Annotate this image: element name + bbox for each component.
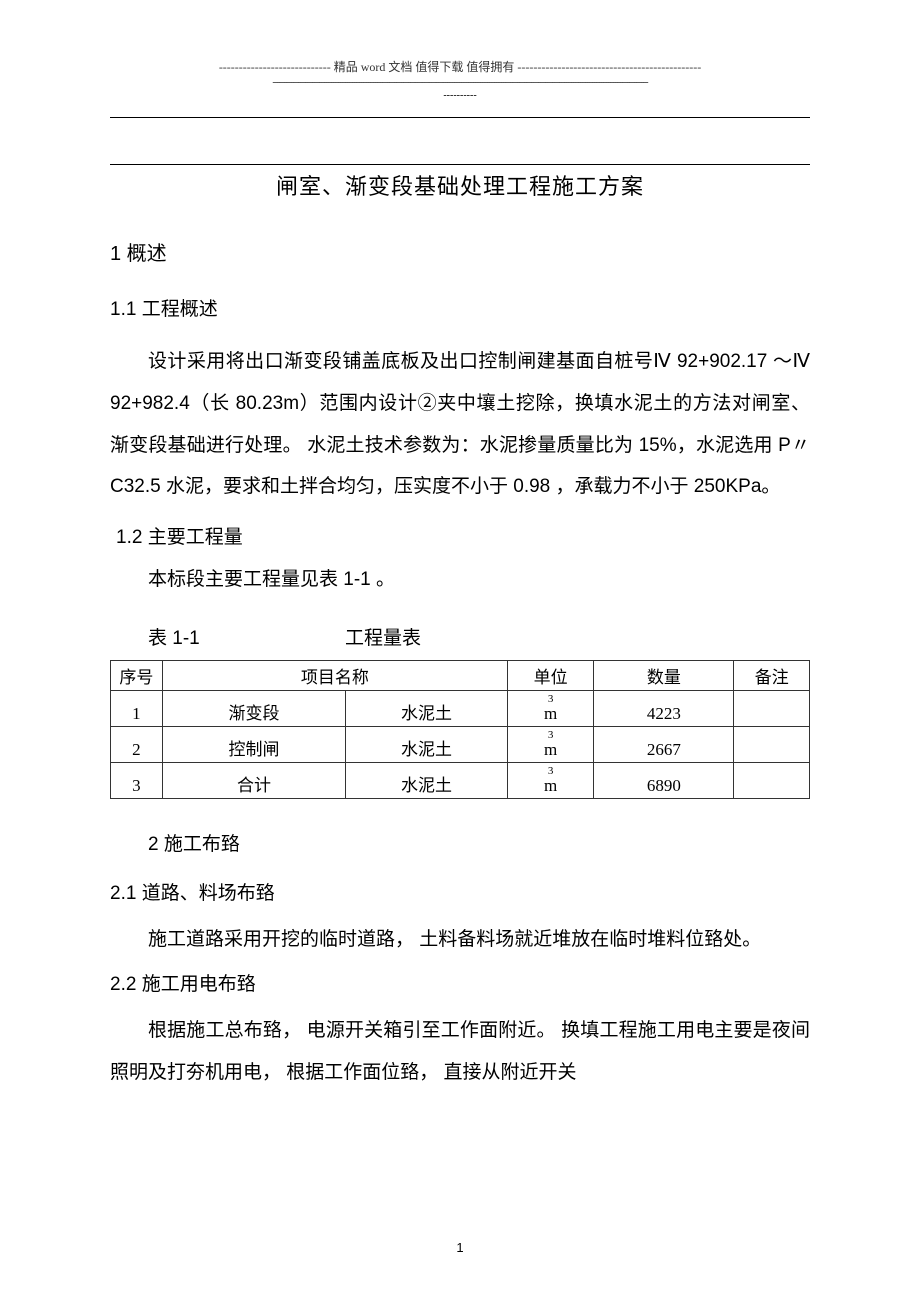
- para-1-2-intro: 本标段主要工程量见表 1-1 。: [110, 559, 810, 601]
- table-row: 2 控制闸 水泥土 3m 2667: [111, 726, 810, 762]
- cell-name2: 水泥土: [346, 762, 508, 798]
- cell-name1: 合计: [162, 762, 345, 798]
- table-caption-title: 工程量表: [345, 623, 421, 650]
- page-root: ---------------------------- 精品 word 文档 …: [0, 0, 920, 1133]
- unit-base: m: [544, 776, 557, 795]
- table-caption: 表 1-1 工程量表: [110, 623, 810, 650]
- th-unit: 单位: [507, 660, 593, 690]
- cell-unit: 3m: [507, 690, 593, 726]
- table-row: 3 合计 水泥土 3m 6890: [111, 762, 810, 798]
- cell-name2: 水泥土: [346, 690, 508, 726]
- cell-qty: 2667: [594, 726, 734, 762]
- unit-sup: 3: [548, 729, 554, 741]
- page-number: 1: [0, 1240, 920, 1255]
- table-body: 1 渐变段 水泥土 3m 4223 2 控制闸 水泥土 3m 2667 3: [111, 690, 810, 798]
- cell-name1: 渐变段: [162, 690, 345, 726]
- cell-qty: 6890: [594, 762, 734, 798]
- heading-1-overview: 1 概述: [110, 237, 810, 266]
- th-seq: 序号: [111, 660, 163, 690]
- cell-unit: 3m: [507, 762, 593, 798]
- unit-sup: 3: [548, 693, 554, 705]
- header-top-line: ---------------------------- 精品 word 文档 …: [72, 58, 848, 75]
- unit-base: m: [544, 704, 557, 723]
- heading-1-1: 1.1 工程概述: [110, 294, 810, 321]
- cell-seq: 1: [111, 690, 163, 726]
- para-2-2-body: 根据施工总布臵， 电源开关箱引至工作面附近。 换填工程施工用电主要是夜间照明及打…: [110, 1010, 810, 1094]
- cell-note: [734, 726, 810, 762]
- body-content: 闸室、渐变段基础处理工程施工方案 1 概述 1.1 工程概述 设计采用将出口渐变…: [72, 164, 848, 1093]
- cell-name1: 控制闸: [162, 726, 345, 762]
- cell-note: [734, 690, 810, 726]
- th-qty: 数量: [594, 660, 734, 690]
- th-note: 备注: [734, 660, 810, 690]
- th-name: 项目名称: [162, 660, 507, 690]
- cell-name2: 水泥土: [346, 726, 508, 762]
- cell-seq: 3: [111, 762, 163, 798]
- document-title: 闸室、渐变段基础处理工程施工方案: [110, 169, 810, 201]
- unit-sup: 3: [548, 765, 554, 777]
- unit-base: m: [544, 740, 557, 759]
- heading-2-1: 2.1 道路、料场布臵: [110, 878, 810, 905]
- cell-qty: 4223: [594, 690, 734, 726]
- table-header-row: 序号 项目名称 单位 数量 备注: [111, 660, 810, 690]
- cell-note: [734, 762, 810, 798]
- para-2-1-body: 施工道路采用开挖的临时道路， 土料备料场就近堆放在临时堆料位臵处。: [110, 919, 810, 961]
- header-long-dash: ----------------------------------------…: [72, 77, 848, 88]
- quantity-table: 序号 项目名称 单位 数量 备注 1 渐变段 水泥土 3m 4223 2: [110, 660, 810, 799]
- cell-unit: 3m: [507, 726, 593, 762]
- heading-2-2: 2.2 施工用电布臵: [110, 969, 810, 996]
- header-short-dash: ----------: [72, 90, 848, 101]
- header-underline: [110, 117, 810, 118]
- para-1-1-body: 设计采用将出口渐变段铺盖底板及出口控制闸建基面自桩号Ⅳ 92+902.17 ～Ⅳ…: [110, 341, 810, 508]
- heading-2-layout: 2 施工布臵: [148, 829, 810, 856]
- cell-seq: 2: [111, 726, 163, 762]
- title-underline: [110, 164, 810, 165]
- table-row: 1 渐变段 水泥土 3m 4223: [111, 690, 810, 726]
- table-caption-number: 表 1-1: [148, 623, 200, 650]
- heading-1-2: 1.2 主要工程量: [116, 522, 810, 549]
